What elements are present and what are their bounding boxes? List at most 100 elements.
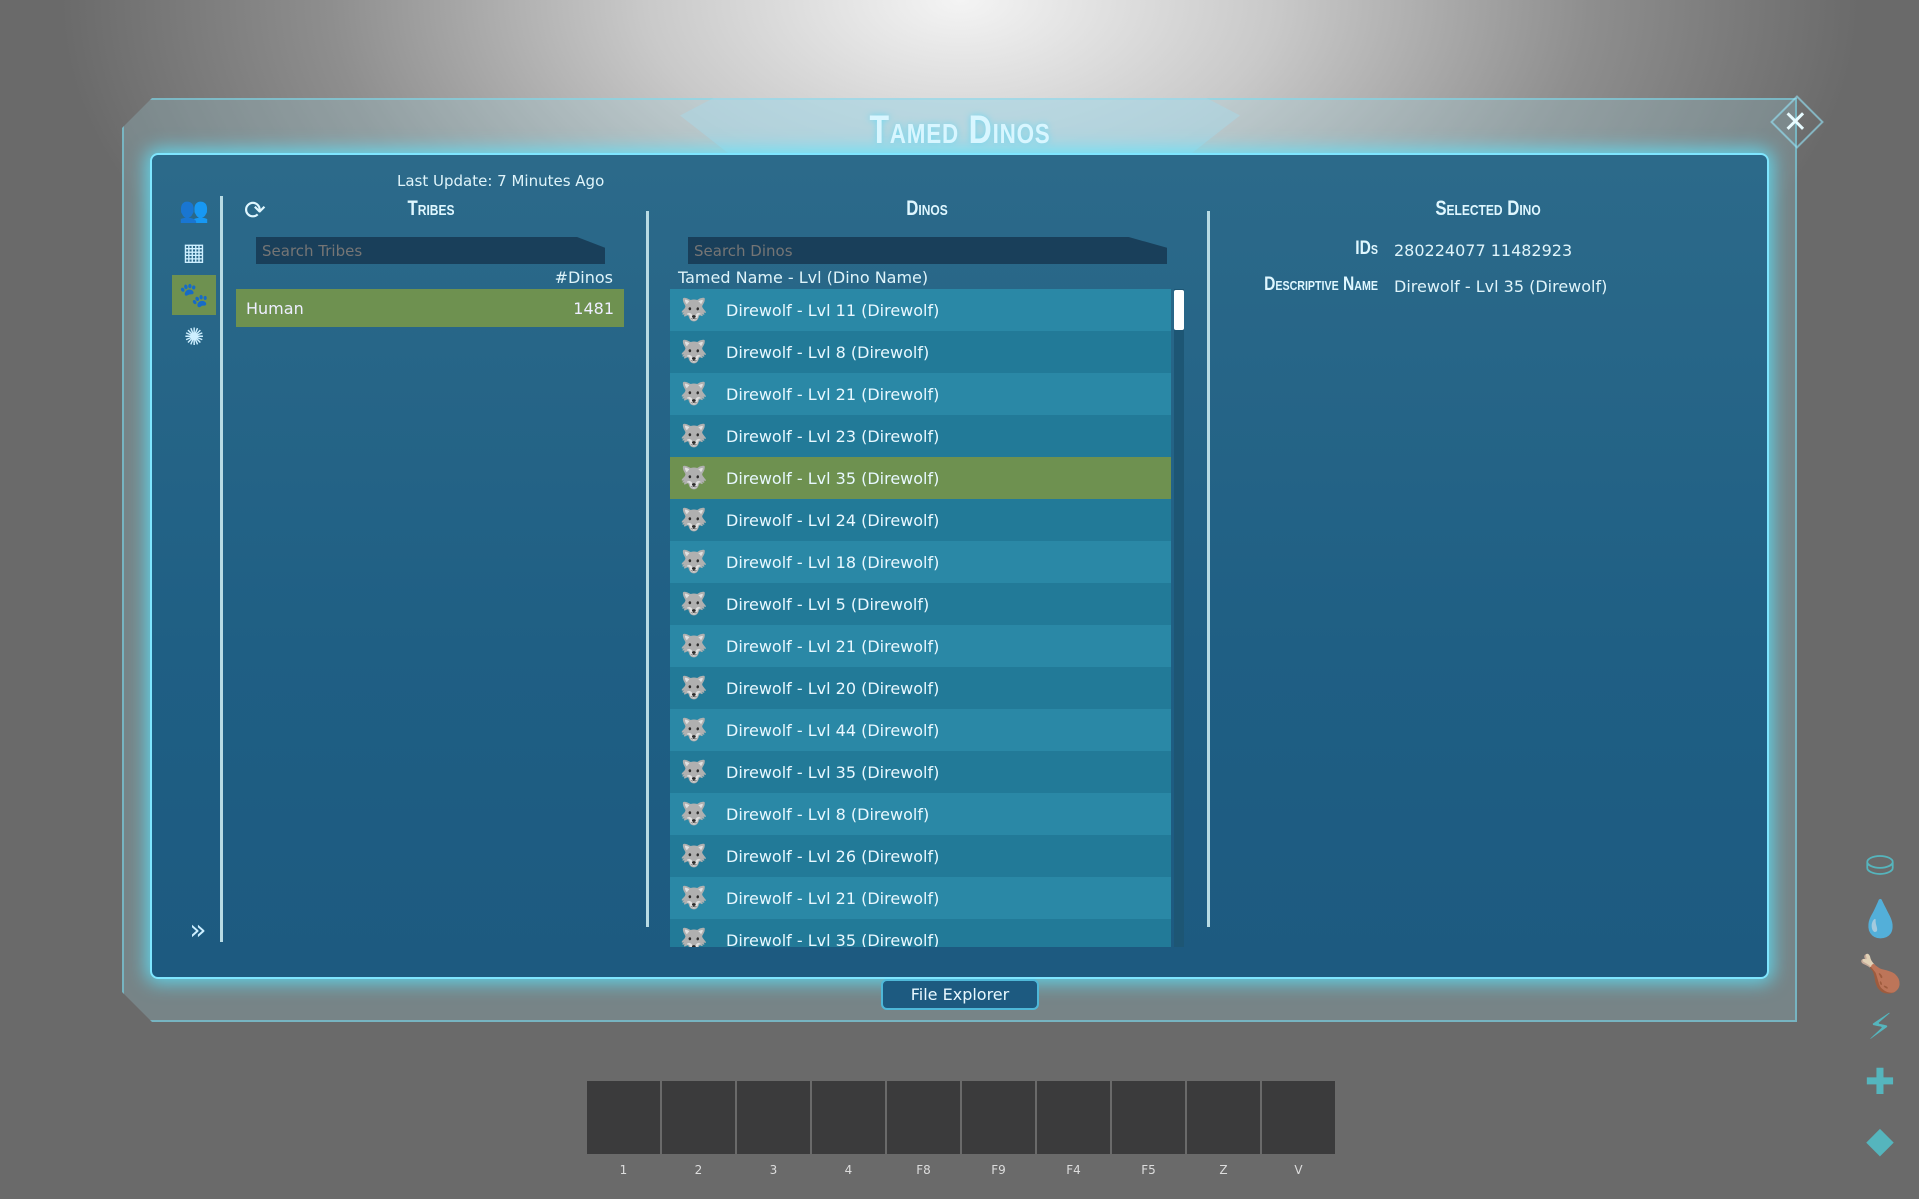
water-icon: 💧	[1858, 899, 1903, 940]
dino-row[interactable]: 🐺 Direwolf - Lvl 11 (Direwolf)	[670, 289, 1171, 331]
dino-row[interactable]: 🐺 Direwolf - Lvl 8 (Direwolf)	[670, 793, 1171, 835]
dino-name: Direwolf - Lvl 8 (Direwolf)	[726, 342, 930, 362]
dino-row[interactable]: 🐺 Direwolf - Lvl 21 (Direwolf)	[670, 373, 1171, 415]
dino-row[interactable]: 🐺 Direwolf - Lvl 5 (Direwolf)	[670, 583, 1171, 625]
hotbar-slot[interactable]	[1037, 1081, 1110, 1154]
direwolf-icon: 🐺	[680, 591, 708, 617]
double-chevron-right-icon[interactable]: »	[189, 913, 207, 946]
torpor-icon: ◆	[1866, 1120, 1894, 1161]
direwolf-icon: 🐺	[680, 843, 708, 869]
health-icon: ✚	[1864, 1062, 1896, 1103]
stamina-icon: ⚡	[1867, 1007, 1893, 1048]
descriptive-name-value: Direwolf - Lvl 35 (Direwolf)	[1394, 277, 1608, 296]
refresh-icon[interactable]: ⟳	[244, 196, 266, 226]
hotbar-key: F9	[991, 1163, 1006, 1177]
hotbar-key: F4	[1066, 1163, 1081, 1177]
dino-name: Direwolf - Lvl 44 (Direwolf)	[726, 720, 940, 740]
dino-name: Direwolf - Lvl 24 (Direwolf)	[726, 510, 940, 530]
hotbar-key: 1	[619, 1163, 628, 1177]
dino-name: Direwolf - Lvl 18 (Direwolf)	[726, 552, 940, 572]
direwolf-icon: 🐺	[680, 801, 708, 827]
hotbar-slot[interactable]	[1112, 1081, 1185, 1154]
dino-name: Direwolf - Lvl 21 (Direwolf)	[726, 888, 940, 908]
window-title: Tamed Dinos	[869, 108, 1051, 152]
dino-row[interactable]: 🐺 Direwolf - Lvl 35 (Direwolf)	[670, 457, 1171, 499]
hotbar-key: F5	[1141, 1163, 1156, 1177]
structures-icon[interactable]: ▦	[182, 238, 206, 266]
hotbar-key: 3	[769, 1163, 778, 1177]
hotbar-slot[interactable]	[587, 1081, 660, 1154]
dino-name: Direwolf - Lvl 21 (Direwolf)	[726, 384, 940, 404]
tribe-count: 1481	[573, 298, 614, 318]
hotbar-key: F8	[916, 1163, 931, 1177]
dino-row[interactable]: 🐺 Direwolf - Lvl 21 (Direwolf)	[670, 625, 1171, 667]
hotbar-slot[interactable]	[737, 1081, 810, 1154]
direwolf-icon: 🐺	[680, 423, 708, 449]
dino-name: Direwolf - Lvl 35 (Direwolf)	[726, 930, 940, 948]
dinos-divider	[1207, 211, 1210, 927]
players-icon[interactable]: 👥	[179, 196, 209, 224]
direwolf-icon: 🐺	[680, 927, 708, 948]
direwolf-icon: 🐺	[680, 885, 708, 911]
tribe-row[interactable]: Human 1481	[236, 289, 624, 327]
hotbar-slot[interactable]	[662, 1081, 735, 1154]
search-dinos-input[interactable]	[688, 237, 1167, 264]
food-icon: 🍗	[1858, 954, 1903, 995]
dino-row[interactable]: 🐺 Direwolf - Lvl 35 (Direwolf)	[670, 919, 1171, 947]
hotbar-slot[interactable]	[887, 1081, 960, 1154]
direwolf-icon: 🐺	[680, 675, 708, 701]
dino-count-header: #Dinos	[554, 268, 613, 287]
selected-dino-heading: Selected Dino	[1435, 197, 1541, 220]
direwolf-icon: 🐺	[680, 633, 708, 659]
hotbar-slot[interactable]	[1262, 1081, 1335, 1154]
dino-name: Direwolf - Lvl 23 (Direwolf)	[726, 426, 940, 446]
dino-row[interactable]: 🐺 Direwolf - Lvl 21 (Direwolf)	[670, 877, 1171, 919]
direwolf-icon: 🐺	[680, 381, 708, 407]
ids-label: IDs	[1355, 238, 1378, 259]
dino-row[interactable]: 🐺 Direwolf - Lvl 44 (Direwolf)	[670, 709, 1171, 751]
weight-icon: ⛀	[1864, 843, 1896, 884]
direwolf-icon: 🐺	[680, 465, 708, 491]
dinos-heading: Dinos	[906, 197, 948, 220]
direwolf-icon: 🐺	[680, 339, 708, 365]
dino-row[interactable]: 🐺 Direwolf - Lvl 35 (Direwolf)	[670, 751, 1171, 793]
hotbar-slot[interactable]	[962, 1081, 1035, 1154]
bug-icon[interactable]: ✺	[183, 323, 205, 351]
file-explorer-button[interactable]: File Explorer	[881, 979, 1039, 1010]
search-tribes-input[interactable]	[256, 237, 605, 264]
close-icon: ✕	[1783, 105, 1809, 141]
dino-name: Direwolf - Lvl 21 (Direwolf)	[726, 636, 940, 656]
paw-icon[interactable]: 🐾	[172, 275, 216, 315]
dino-name: Direwolf - Lvl 26 (Direwolf)	[726, 846, 940, 866]
dino-row[interactable]: 🐺 Direwolf - Lvl 8 (Direwolf)	[670, 331, 1171, 373]
direwolf-icon: 🐺	[680, 717, 708, 743]
hotbar-slot[interactable]	[812, 1081, 885, 1154]
dino-name: Direwolf - Lvl 11 (Direwolf)	[726, 300, 940, 320]
dino-name: Direwolf - Lvl 8 (Direwolf)	[726, 804, 930, 824]
direwolf-icon: 🐺	[680, 759, 708, 785]
hotbar-slot[interactable]	[1187, 1081, 1260, 1154]
scrollbar-thumb[interactable]	[1174, 290, 1184, 330]
tribe-name: Human	[246, 298, 304, 318]
dino-row[interactable]: 🐺 Direwolf - Lvl 24 (Direwolf)	[670, 499, 1171, 541]
ids-value: 280224077 11482923	[1394, 241, 1573, 260]
hotbar-key: V	[1294, 1163, 1303, 1177]
hotbar-key: 2	[694, 1163, 703, 1177]
dino-list: 🐺 Direwolf - Lvl 11 (Direwolf) 🐺 Direwolf -…	[670, 289, 1171, 947]
direwolf-icon: 🐺	[680, 297, 708, 323]
hotbar-key: Z	[1219, 1163, 1228, 1177]
descriptive-name-label: Descriptive Name	[1264, 274, 1378, 295]
hotbar-key: 4	[844, 1163, 853, 1177]
dino-row[interactable]: 🐺 Direwolf - Lvl 26 (Direwolf)	[670, 835, 1171, 877]
dino-name: Direwolf - Lvl 35 (Direwolf)	[726, 762, 940, 782]
dino-row[interactable]: 🐺 Direwolf - Lvl 20 (Direwolf)	[670, 667, 1171, 709]
dino-column-header: Tamed Name - Lvl (Dino Name)	[678, 268, 929, 287]
direwolf-icon: 🐺	[680, 507, 708, 533]
dino-row[interactable]: 🐺 Direwolf - Lvl 18 (Direwolf)	[670, 541, 1171, 583]
dino-scrollbar[interactable]	[1174, 289, 1184, 947]
sidebar-divider	[220, 196, 223, 942]
dino-name: Direwolf - Lvl 5 (Direwolf)	[726, 594, 930, 614]
dino-row[interactable]: 🐺 Direwolf - Lvl 23 (Direwolf)	[670, 415, 1171, 457]
dino-name: Direwolf - Lvl 20 (Direwolf)	[726, 678, 940, 698]
last-update: Last Update: 7 Minutes Ago	[397, 172, 605, 190]
